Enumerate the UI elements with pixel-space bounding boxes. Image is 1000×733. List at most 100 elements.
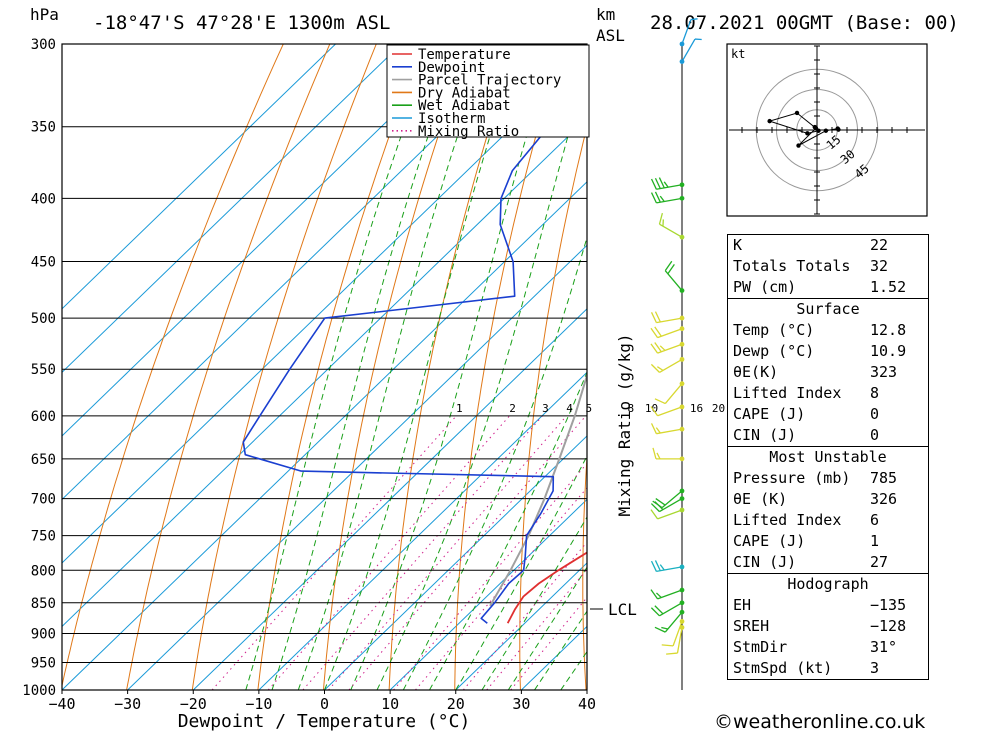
pressure-tick-label: 900 xyxy=(31,627,56,643)
most-unstable-index-value: 785 xyxy=(870,469,898,487)
surface-index-value: 323 xyxy=(870,363,898,381)
most-unstable-index-row: Lifted Index 6 xyxy=(728,510,928,531)
isotherm-line xyxy=(324,435,587,690)
legend-entry: Wet Adiabat xyxy=(418,98,511,114)
wind-barb xyxy=(661,619,685,647)
dry-adiabat-line xyxy=(257,44,424,690)
mixing-ratio-line xyxy=(393,462,587,690)
surface-index-label: CAPE (J) xyxy=(733,405,806,423)
basic-index-value: 22 xyxy=(870,236,889,254)
wet-adiabat-line xyxy=(245,44,436,690)
temperature-tick-label: 20 xyxy=(447,695,465,713)
pressure-tick-label: 1000 xyxy=(22,683,56,699)
pressure-lines xyxy=(62,44,587,690)
wet-adiabat-line xyxy=(297,44,489,690)
temperature-tick-label: 30 xyxy=(512,695,530,713)
wind-barb xyxy=(658,212,685,240)
copyright-footer: ©weatheronline.co.uk xyxy=(714,711,926,733)
hodograph-index-value: −128 xyxy=(870,617,907,635)
pressure-tick-label: 500 xyxy=(31,311,56,327)
surface-index-value: 10.9 xyxy=(870,342,907,360)
pressure-tick-label: 450 xyxy=(31,255,56,271)
hodograph-index-value: 31° xyxy=(870,638,898,656)
pressure-tick-label: 850 xyxy=(31,596,56,612)
surface-index-label: CIN (J) xyxy=(733,426,797,444)
sounding-datetime: 28.07.2021 00GMT (Base: 00) xyxy=(650,12,959,34)
hodograph-index-row: EH −135 xyxy=(728,595,928,616)
dry-adiabat-line xyxy=(62,44,284,688)
mixing-ratio-label: 2 xyxy=(509,402,516,415)
isotherm-line xyxy=(389,498,587,690)
isotherm-line xyxy=(62,117,587,628)
isotherm-line xyxy=(62,44,336,310)
isotherm-line xyxy=(62,44,402,374)
most-unstable-index-label: Lifted Index xyxy=(733,511,842,529)
most-unstable-index-value: 27 xyxy=(870,553,889,571)
x-axis-title: Dewpoint / Temperature (°C) xyxy=(178,711,471,732)
wind-barb xyxy=(652,447,685,462)
basic-index-label: Totals Totals xyxy=(733,257,851,275)
hodograph-index-label: StmSpd (kt) xyxy=(733,659,833,677)
wind-barb xyxy=(650,191,685,204)
legend-entry: Parcel Trajectory xyxy=(418,73,561,89)
isotherm-line xyxy=(62,44,468,437)
surface-index-value: 8 xyxy=(870,384,880,402)
pressure-tick-label: 700 xyxy=(31,492,56,508)
legend-entry: Isotherm xyxy=(418,111,485,127)
legend-entry: Dewpoint xyxy=(418,60,485,76)
hodograph-point xyxy=(794,110,800,116)
hodograph-point xyxy=(836,127,841,132)
most-unstable-title: Most Unstable xyxy=(769,448,887,466)
basic-index-row: K 22 xyxy=(728,235,928,256)
station-location: -18°47'S 47°28'E 1300m ASL xyxy=(93,12,390,34)
lcl-label: LCL xyxy=(608,600,637,619)
surface-index-row: CIN (J) 0 xyxy=(728,425,928,446)
temperature-tick-label: −30 xyxy=(114,695,141,713)
pressure-tick-label: 400 xyxy=(31,191,56,207)
surface-section: Surface Temp (°C) 12.8 Dewp (°C) 10.9 θE(K) 3… xyxy=(728,298,928,446)
surface-index-row: θE(K) 323 xyxy=(728,362,928,383)
wind-barb xyxy=(650,177,685,190)
mixing-ratio-label: 20 xyxy=(712,402,725,415)
wind-barb xyxy=(650,311,685,324)
hodograph-point xyxy=(805,131,810,136)
basic-index-label: K xyxy=(733,236,743,254)
dewpoint-line xyxy=(242,84,587,624)
mixing-ratio-labels: 12345810162025 xyxy=(456,402,748,415)
wind-barb xyxy=(666,625,685,655)
surface-index-label: Temp (°C) xyxy=(733,321,815,339)
most-unstable-section: Most Unstable Pressure (mb) 785 θE (K) 326 L… xyxy=(728,446,928,573)
wind-barb xyxy=(650,587,685,600)
wind-profile: LCL xyxy=(590,18,702,690)
most-unstable-index-row: θE (K) 326 xyxy=(728,489,928,510)
most-unstable-index-value: 326 xyxy=(870,490,898,508)
isotherm-line xyxy=(62,54,587,564)
temperature-line xyxy=(506,551,587,624)
wind-barb xyxy=(650,404,685,417)
legend-entry: Mixing Ratio xyxy=(418,124,519,140)
mixing-ratio-line xyxy=(348,415,587,690)
temperature-tick-label: 40 xyxy=(578,695,596,713)
mixing-ratio-label: 1 xyxy=(456,402,463,415)
pressure-tick-label: 950 xyxy=(31,656,56,672)
hodograph-index-row: SREH −128 xyxy=(728,616,928,637)
temperature-tick-label: −40 xyxy=(48,695,75,713)
wind-barb xyxy=(650,356,685,373)
hodograph-index-row: StmSpd (kt) 3 xyxy=(728,658,928,679)
wind-barb xyxy=(679,38,702,64)
mixing-ratio-label: 5 xyxy=(585,402,592,415)
surface-index-label: Lifted Index xyxy=(733,384,842,402)
hodograph-index-row: StmDir 31° xyxy=(728,637,928,658)
temperature-tick-label: −10 xyxy=(245,695,272,713)
mixing-ratio-label: 16 xyxy=(690,402,703,415)
most-unstable-index-label: θE (K) xyxy=(733,490,788,508)
asl-label: ASL xyxy=(596,26,625,45)
wet-adiabat-line xyxy=(350,44,556,690)
mixing-ratio-line xyxy=(267,415,510,690)
legend-entry: Dry Adiabat xyxy=(418,85,511,101)
most-unstable-index-row: Pressure (mb) 785 xyxy=(728,468,928,489)
surface-index-label: θE(K) xyxy=(733,363,779,381)
hodograph-title: Hodograph xyxy=(787,575,869,593)
